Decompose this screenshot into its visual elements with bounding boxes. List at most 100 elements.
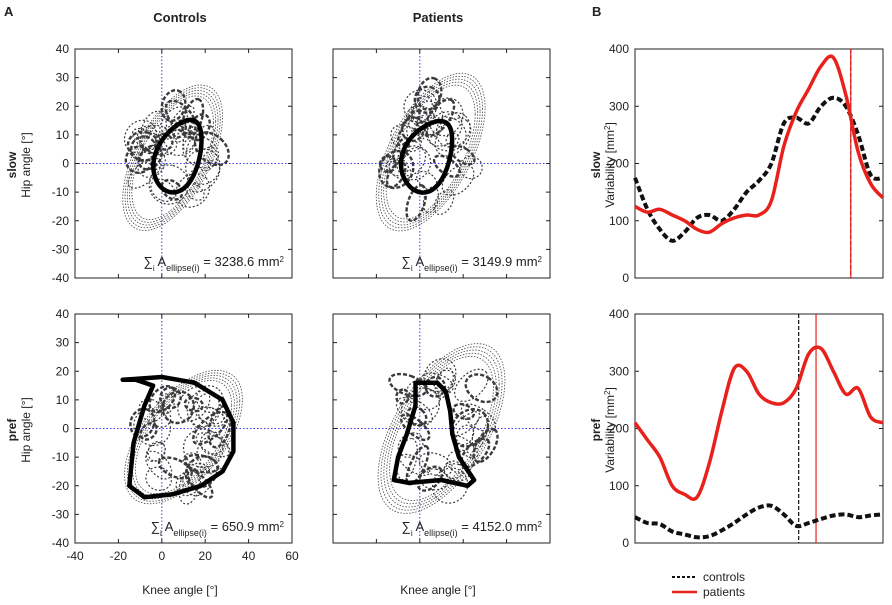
controls-series-line bbox=[634, 503, 884, 540]
variability-ellipse bbox=[160, 89, 187, 123]
variability-ellipse bbox=[182, 135, 220, 169]
y-tick-label: 20 bbox=[56, 364, 70, 378]
x-tick-label: 0 bbox=[158, 549, 165, 563]
y-tick-label: 0 bbox=[622, 271, 629, 285]
annotation-part: A bbox=[165, 519, 174, 534]
variability-ellipse bbox=[182, 452, 202, 470]
annotation-part: ellipse(i) bbox=[166, 263, 200, 273]
annotation-part: 2 bbox=[280, 520, 285, 529]
xaxis-label-patients: Knee angle [°] bbox=[400, 583, 476, 597]
variability-ellipse bbox=[420, 372, 454, 395]
y-tick-label: -10 bbox=[52, 185, 70, 199]
variability-ellipse bbox=[147, 441, 166, 462]
annotation-part: ∑ bbox=[151, 519, 160, 534]
variability-ellipse bbox=[183, 453, 220, 474]
trajectory bbox=[124, 369, 243, 505]
annotation-part: = 3149.9 mm bbox=[458, 254, 538, 269]
variability-ellipse bbox=[441, 163, 475, 196]
variability-ellipse bbox=[188, 113, 211, 142]
variability-ellipse bbox=[454, 368, 489, 402]
y-tick-label: 20 bbox=[56, 99, 70, 113]
plot-slow-controls: -40 -30 -20 -10 0 10 20 30 40 ∑i Aellipse(i) = 32… bbox=[52, 42, 293, 285]
annotation-part: A bbox=[158, 254, 167, 269]
b-row-label-slow: slow bbox=[589, 151, 603, 178]
b-row-axis-pref: Variability [mm2] bbox=[603, 387, 618, 473]
row-label-pref: pref bbox=[5, 418, 19, 442]
b-row-label-pref: pref bbox=[589, 418, 603, 442]
area-annotation: ∑i Aellipse(i) = 650.9 mm2 bbox=[151, 519, 285, 538]
variability-ellipse bbox=[395, 388, 410, 405]
ellipse-cloud bbox=[124, 369, 243, 505]
patients-series-line bbox=[633, 345, 884, 501]
y-tick-label: 200 bbox=[609, 422, 629, 436]
variability-ellipse bbox=[185, 148, 221, 185]
x-tick-label: 60 bbox=[285, 549, 299, 563]
variability-ellipse bbox=[127, 157, 162, 189]
annotation-part: i bbox=[411, 264, 413, 273]
y-tick-label: 0 bbox=[62, 157, 69, 171]
variability-ellipse bbox=[397, 432, 424, 458]
variability-ellipse bbox=[183, 396, 204, 413]
variability-ellipse bbox=[138, 398, 163, 423]
variability-ellipse bbox=[399, 413, 431, 442]
variability-ellipse bbox=[425, 111, 463, 147]
variability-ellipse bbox=[464, 373, 499, 404]
b-row-axis-slow: Variability [mm2] bbox=[603, 122, 618, 208]
area-annotation: ∑i Aellipse(i) = 3149.9 mm2 bbox=[402, 254, 543, 273]
variability-ellipse bbox=[157, 456, 193, 480]
row-label-slow: slow bbox=[5, 151, 19, 178]
mean-loop bbox=[120, 374, 236, 500]
legend-patients-label: patients bbox=[703, 585, 745, 599]
variability-ellipse bbox=[423, 358, 457, 392]
y-tick-label: 400 bbox=[609, 307, 629, 321]
variability-ellipse bbox=[446, 449, 474, 474]
y-tick-label: -10 bbox=[52, 450, 70, 464]
trajectory bbox=[383, 81, 479, 223]
title-patients: Patients bbox=[413, 10, 464, 25]
xaxis-label-controls: Knee angle [°] bbox=[142, 583, 218, 597]
trajectory bbox=[126, 372, 241, 502]
annotation-part: 2 bbox=[538, 255, 543, 264]
variability-ellipse bbox=[390, 124, 422, 153]
x-tick-label: 20 bbox=[199, 549, 213, 563]
variability-ellipse bbox=[129, 407, 156, 439]
y-tick-label: 100 bbox=[609, 479, 629, 493]
y-tick-label: 30 bbox=[56, 71, 70, 85]
variability-ellipse bbox=[452, 402, 476, 421]
variability-ellipse bbox=[182, 428, 224, 469]
annotation-part: ∑ bbox=[402, 519, 411, 534]
variability-ellipse bbox=[455, 424, 475, 446]
annotation-part: = 3238.6 mm bbox=[200, 254, 280, 269]
variability-ellipse bbox=[419, 468, 449, 491]
variability-ellipse bbox=[399, 453, 431, 476]
variability-ellipse bbox=[405, 183, 428, 222]
annotation-part: ∑ bbox=[144, 254, 153, 269]
variability-ellipse bbox=[450, 144, 476, 166]
annotation-part: i bbox=[160, 529, 162, 538]
trajectory bbox=[383, 349, 500, 508]
y-tick-label: -30 bbox=[52, 242, 70, 256]
row-axis-pref: Hip angle [°] bbox=[19, 397, 33, 463]
trajectory bbox=[126, 90, 219, 226]
ellipse-cloud bbox=[122, 84, 230, 232]
y-tick-label: 30 bbox=[56, 336, 70, 350]
variability-ellipse bbox=[196, 385, 225, 413]
variability-ellipse bbox=[406, 116, 429, 143]
trajectory bbox=[380, 346, 503, 511]
annotation-part: ∑ bbox=[402, 254, 411, 269]
y-tick-label: 300 bbox=[609, 99, 629, 113]
annotation-part: i bbox=[153, 264, 155, 273]
trajectory bbox=[134, 379, 233, 495]
annotation-part: ellipse(i) bbox=[424, 263, 458, 273]
title-controls: Controls bbox=[153, 10, 206, 25]
annotation-part: 2 bbox=[280, 255, 285, 264]
variability-ellipse bbox=[472, 427, 499, 464]
variability-ellipse bbox=[418, 452, 453, 477]
y-tick-label: 0 bbox=[622, 536, 629, 550]
trajectory bbox=[385, 84, 476, 220]
controls-series-line bbox=[633, 95, 884, 243]
variability-ellipse bbox=[406, 406, 428, 427]
variability-ellipse bbox=[145, 442, 166, 462]
variability-ellipse bbox=[401, 387, 441, 427]
